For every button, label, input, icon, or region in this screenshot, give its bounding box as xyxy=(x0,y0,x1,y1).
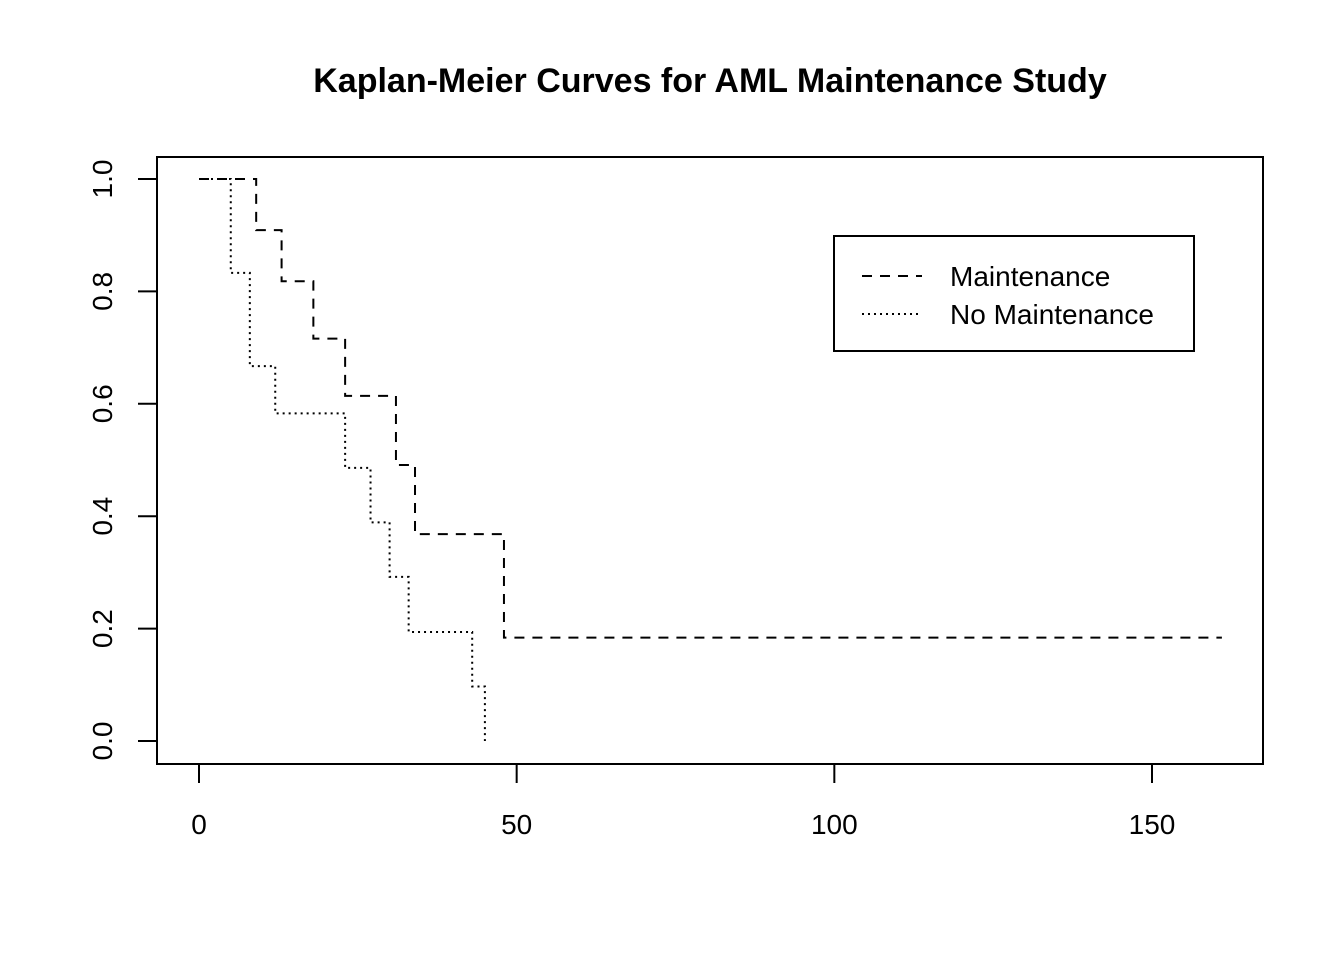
y-tick-label: 1.0 xyxy=(87,160,118,199)
x-tick-label: 100 xyxy=(811,809,858,840)
x-tick-label: 0 xyxy=(191,809,207,840)
x-axis: 0 50 100 150 xyxy=(191,763,1176,840)
y-axis: 0.0 0.2 0.4 0.6 0.8 1.0 xyxy=(87,160,158,761)
legend-label-no-maintenance: No Maintenance xyxy=(950,299,1154,330)
y-tick-label: 0.2 xyxy=(87,609,118,648)
x-tick-label: 50 xyxy=(501,809,532,840)
chart-title: Kaplan-Meier Curves for AML Maintenance … xyxy=(313,62,1107,100)
legend-box xyxy=(833,235,1195,352)
series-maintenance xyxy=(199,178,1222,639)
y-tick-label: 0.4 xyxy=(87,497,118,536)
y-tick-label: 0.8 xyxy=(87,272,118,311)
y-tick-label: 0.0 xyxy=(87,722,118,761)
series-layer xyxy=(199,178,1222,741)
legend: Maintenance No Maintenance xyxy=(833,235,1195,352)
legend-label-maintenance: Maintenance xyxy=(950,261,1110,292)
y-tick-label: 0.6 xyxy=(87,384,118,423)
series-no-maintenance xyxy=(199,178,486,741)
x-tick-label: 150 xyxy=(1129,809,1176,840)
